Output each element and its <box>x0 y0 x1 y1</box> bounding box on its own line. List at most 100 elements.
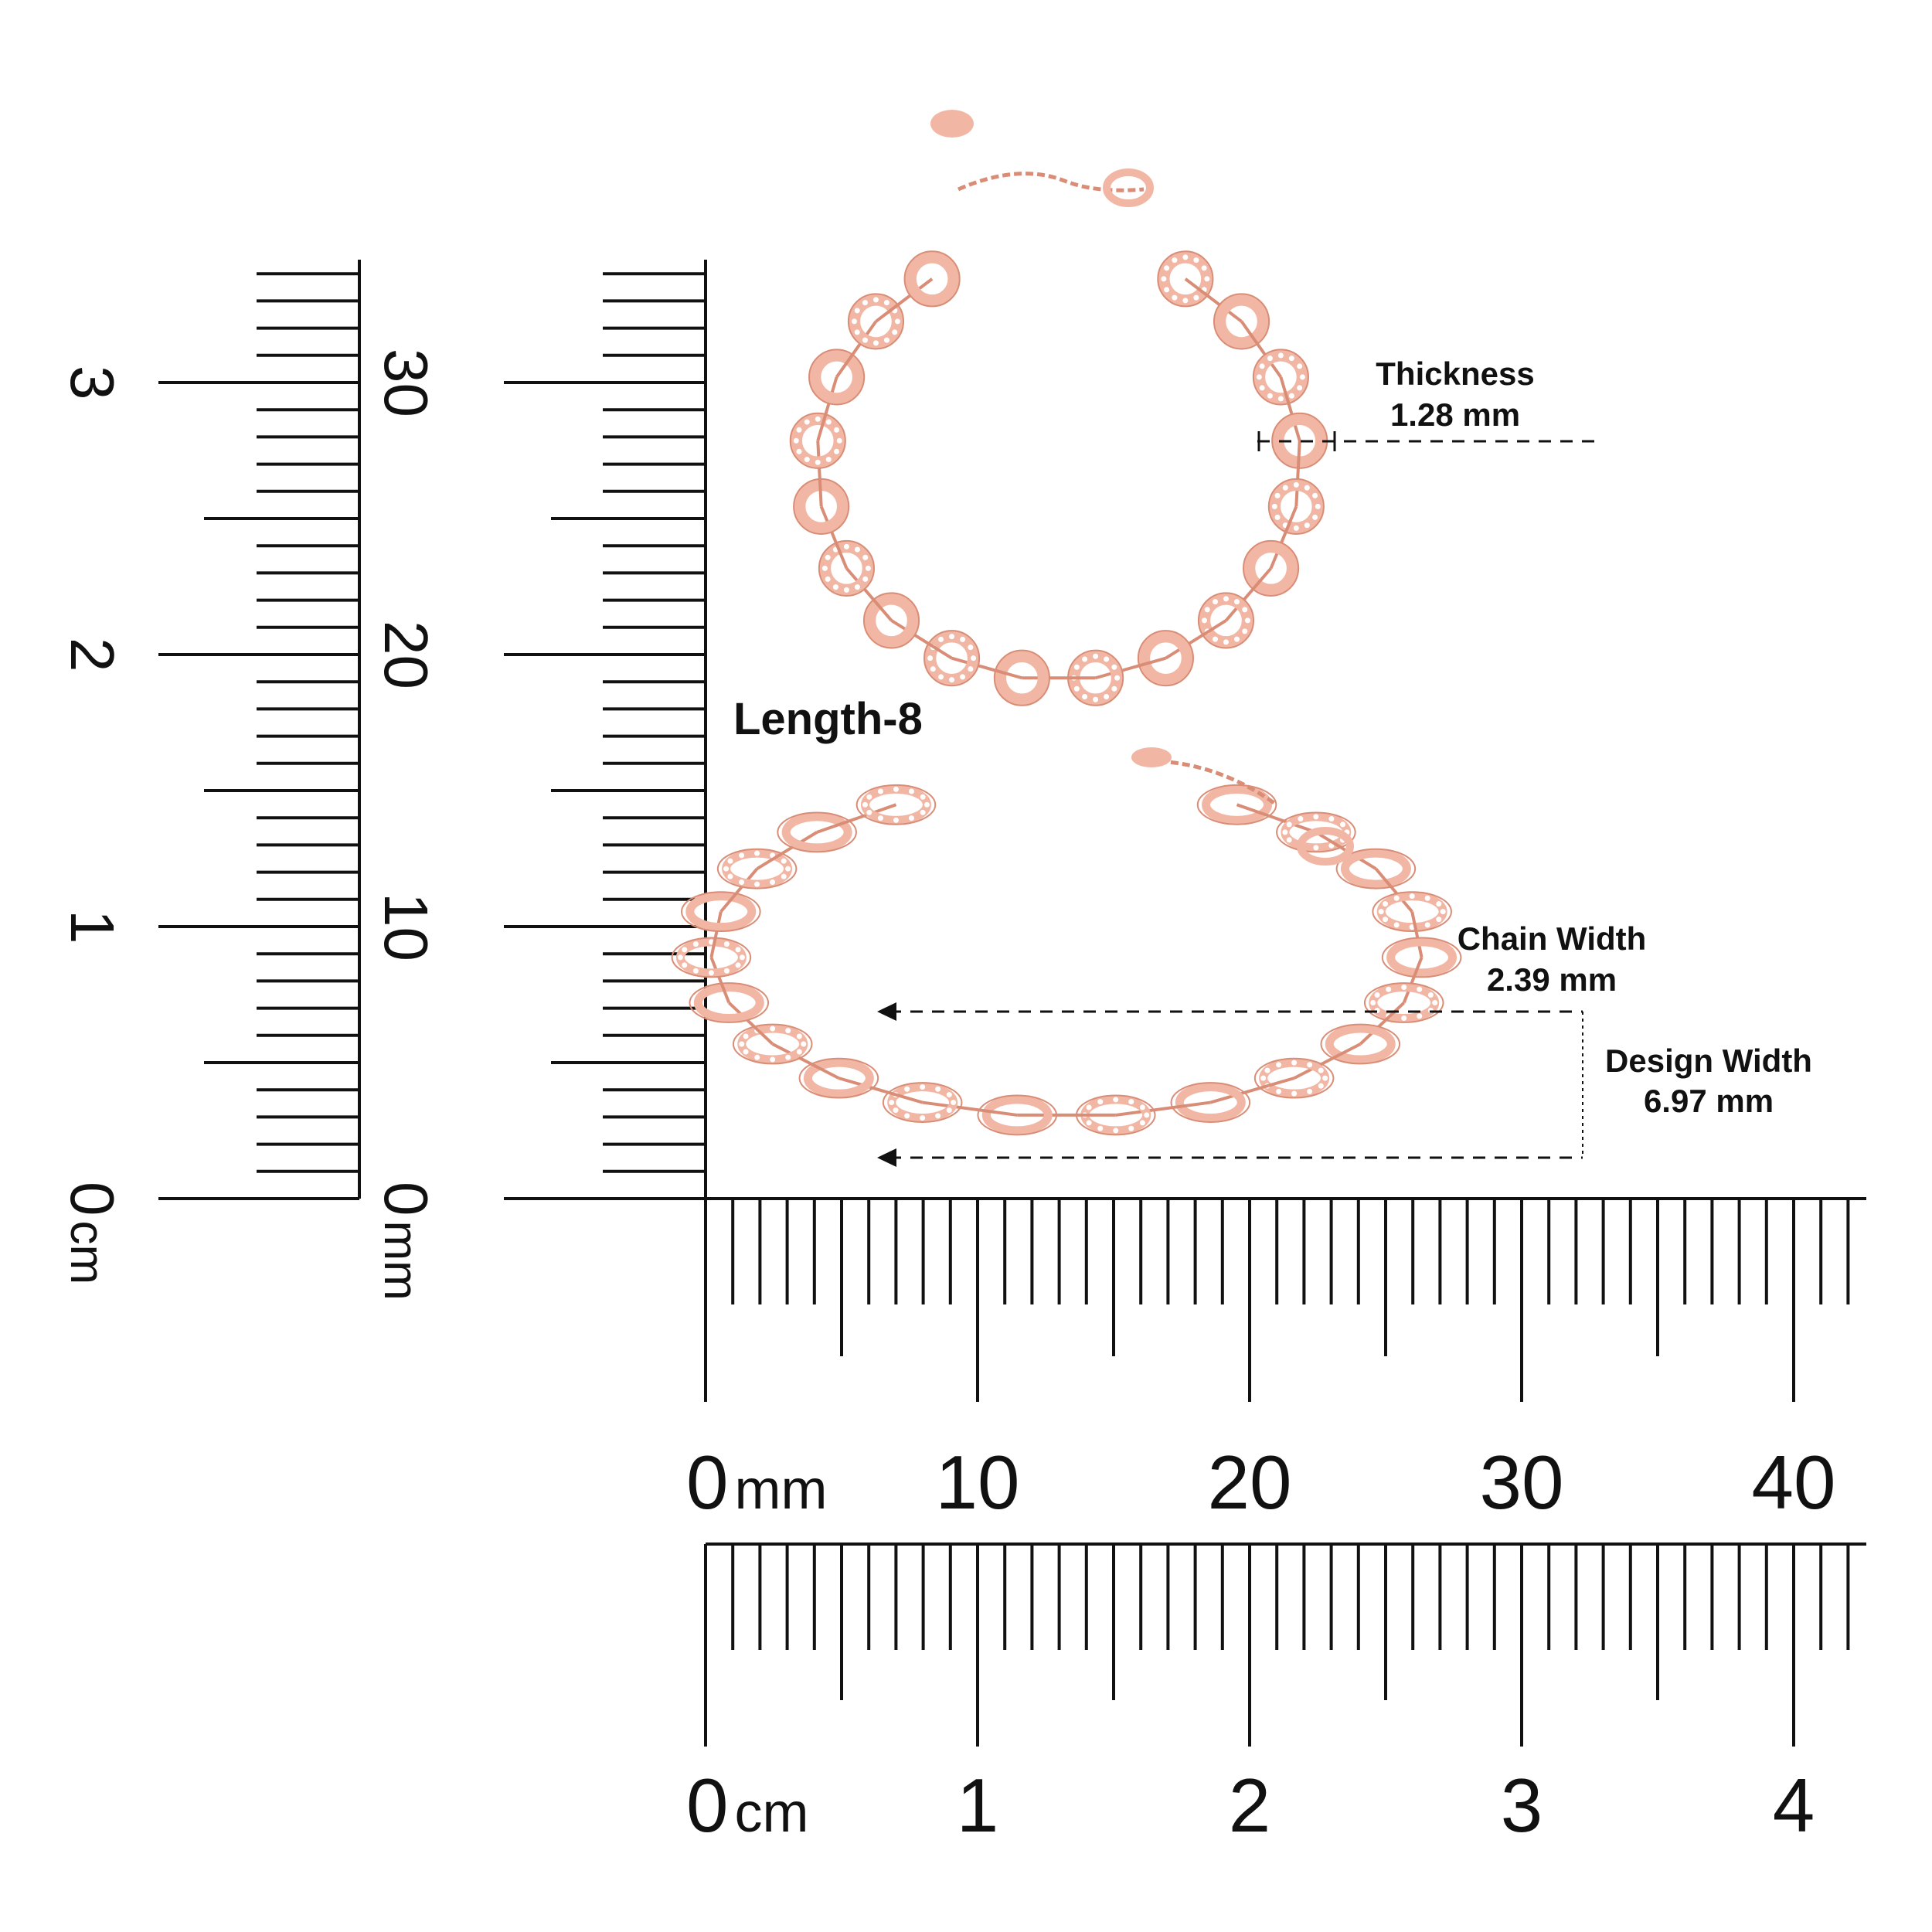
stone <box>743 1033 749 1039</box>
stone <box>862 300 868 306</box>
stone <box>1383 901 1389 907</box>
stone <box>1113 1128 1119 1134</box>
link-outline <box>903 250 961 308</box>
stone <box>1128 1099 1134 1105</box>
stone <box>1409 893 1415 900</box>
stone <box>1386 986 1392 992</box>
link-outline <box>798 1057 879 1099</box>
stone <box>1259 385 1265 391</box>
bracelet-link <box>818 539 875 597</box>
h-mm-ruler-unit: mm <box>735 1459 828 1521</box>
link-outline <box>847 293 905 350</box>
stone <box>1204 276 1210 282</box>
stone <box>1267 355 1273 362</box>
bracelet-link <box>716 848 798 889</box>
stone <box>1182 298 1189 304</box>
stone <box>854 308 860 314</box>
link-outline <box>882 1082 963 1123</box>
stone <box>1393 895 1400 901</box>
bracelet-link <box>1252 349 1309 406</box>
link-outline <box>789 412 846 469</box>
stone <box>1274 514 1281 520</box>
stone <box>785 866 791 872</box>
stone <box>1315 503 1321 509</box>
stone <box>1313 845 1319 851</box>
link-outline <box>1157 250 1214 308</box>
stone <box>781 858 787 864</box>
stone <box>754 1054 760 1060</box>
stone <box>754 881 760 887</box>
stone <box>1264 1067 1270 1073</box>
thickness-value: 1.28 mm <box>1390 396 1520 433</box>
link-outline <box>1243 539 1300 597</box>
link-ring <box>1175 1083 1246 1123</box>
bracelet-link <box>993 649 1050 706</box>
stone <box>904 1113 910 1119</box>
link-ring <box>1340 849 1411 889</box>
bracelet-link <box>923 630 981 687</box>
chain-connector <box>1374 867 1413 913</box>
stone <box>889 1100 895 1106</box>
stone <box>1277 396 1284 402</box>
stone <box>1082 693 1088 699</box>
stone <box>1172 257 1178 264</box>
chain-connector <box>727 1002 774 1046</box>
bracelet-link <box>671 937 752 978</box>
stone <box>804 457 810 463</box>
stone <box>739 1041 745 1047</box>
bracelet-link <box>1196 784 1277 825</box>
stone <box>862 554 869 560</box>
stone <box>1114 675 1121 681</box>
link-outline <box>1213 293 1270 350</box>
chain-connector <box>1184 277 1243 323</box>
stone <box>1164 287 1170 293</box>
stone <box>854 329 860 335</box>
mm-ruler-label-number: 20 <box>372 621 440 689</box>
stone <box>1260 1075 1267 1081</box>
link-outline <box>671 937 752 978</box>
link-outline <box>1335 848 1417 889</box>
annotations <box>877 431 1597 1167</box>
chain-connector <box>1240 320 1283 379</box>
stone <box>893 817 899 823</box>
design-width-value: 6.97 mm <box>1644 1083 1774 1119</box>
stone <box>1378 909 1384 915</box>
cm-ruler-label-unit: cm <box>60 1221 114 1285</box>
stone <box>1267 393 1273 399</box>
stone <box>1244 617 1250 624</box>
stone <box>739 852 745 859</box>
link-ring <box>1213 294 1270 349</box>
extender-chain <box>957 172 1145 192</box>
stone <box>1242 628 1248 634</box>
link-ring <box>781 812 852 852</box>
link-outline <box>862 592 920 649</box>
stone <box>1304 522 1310 529</box>
bracelet-link <box>777 811 857 853</box>
h-cm-ruler-label: 1 <box>957 1763 999 1848</box>
lobster-clasp <box>1297 827 1354 866</box>
stone <box>1233 636 1240 642</box>
mm-ruler-label-number: 30 <box>372 349 440 417</box>
mm-ruler-label: 10 <box>372 893 440 961</box>
stone <box>938 674 944 680</box>
stone <box>1212 636 1218 642</box>
stone <box>893 786 899 792</box>
stone <box>971 655 977 662</box>
stone <box>872 340 879 346</box>
stone <box>951 1100 957 1106</box>
stone <box>1298 816 1304 822</box>
bracelet-link <box>1137 630 1194 687</box>
stone <box>877 788 883 794</box>
stone <box>804 419 810 425</box>
thickness-label: Thickness <box>1376 355 1534 392</box>
stone <box>1111 685 1117 692</box>
stone <box>1436 917 1442 923</box>
stone <box>815 459 821 465</box>
chain-connector <box>1209 1077 1295 1104</box>
stone <box>893 1107 899 1114</box>
arrow-left-icon <box>877 1002 896 1021</box>
link-outline <box>808 349 866 406</box>
chain-connector <box>835 320 878 379</box>
stone <box>960 636 966 642</box>
